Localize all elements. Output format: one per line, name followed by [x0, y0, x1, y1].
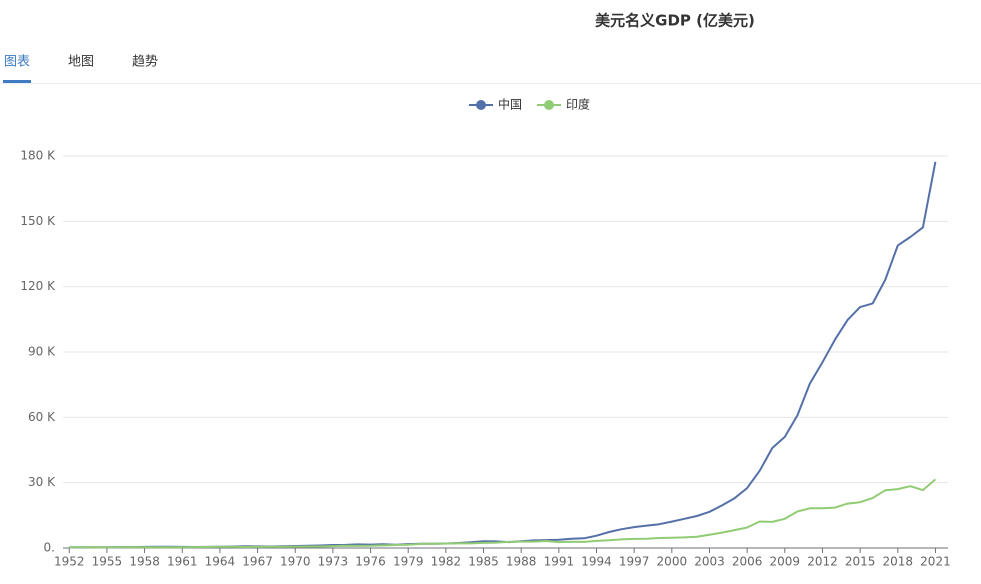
y-tick-label: 180 K [20, 149, 56, 163]
x-tick-label: 1961 [167, 555, 198, 569]
x-tick-label: 1967 [242, 555, 273, 569]
y-tick-label: 90 K [28, 345, 56, 359]
legend-label: 中国 [498, 97, 522, 112]
x-tick-label: 2021 [920, 555, 951, 569]
x-tick-label: 1970 [280, 555, 311, 569]
x-tick-label: 1964 [205, 555, 236, 569]
x-tick-label: 2006 [732, 555, 763, 569]
y-tick-label: 120 K [20, 279, 56, 293]
x-tick-label: 2012 [807, 555, 838, 569]
x-tick-label: 1997 [619, 555, 650, 569]
series-line [69, 478, 937, 549]
chart-title: 美元名义GDP (亿美元) [595, 12, 755, 30]
x-tick-label: 1991 [544, 555, 575, 569]
x-tick-label: 1952 [54, 555, 85, 569]
x-tick-label: 2003 [694, 555, 725, 569]
x-tick-label: 1982 [431, 555, 462, 569]
y-tick-label: 0. [44, 541, 55, 555]
y-tick-label: 60 K [28, 410, 56, 424]
x-tick-label: 1979 [393, 555, 424, 569]
y-tick-label: 30 K [28, 475, 56, 489]
legend-marker [544, 100, 554, 110]
legend-marker [476, 100, 486, 110]
x-tick-label: 1955 [92, 555, 123, 569]
x-tick-label: 2000 [657, 555, 688, 569]
tab[interactable]: 趋势 [132, 54, 158, 70]
tab[interactable]: 地图 [68, 55, 94, 70]
x-tick-label: 2009 [770, 555, 801, 569]
tab-underline [3, 80, 31, 83]
x-tick-label: 1958 [129, 555, 160, 569]
y-tick-label: 150 K [20, 214, 56, 228]
x-tick-label: 1976 [355, 555, 386, 569]
tab[interactable]: 图表 [4, 55, 30, 70]
legend-label: 印度 [566, 97, 590, 112]
x-tick-label: 1985 [468, 555, 499, 569]
x-tick-label: 1973 [318, 555, 349, 569]
x-tick-label: 1988 [506, 555, 537, 569]
x-tick-label: 2015 [845, 555, 876, 569]
series-line [69, 161, 937, 549]
x-tick-label: 1994 [581, 555, 612, 569]
x-tick-label: 2018 [883, 555, 914, 569]
